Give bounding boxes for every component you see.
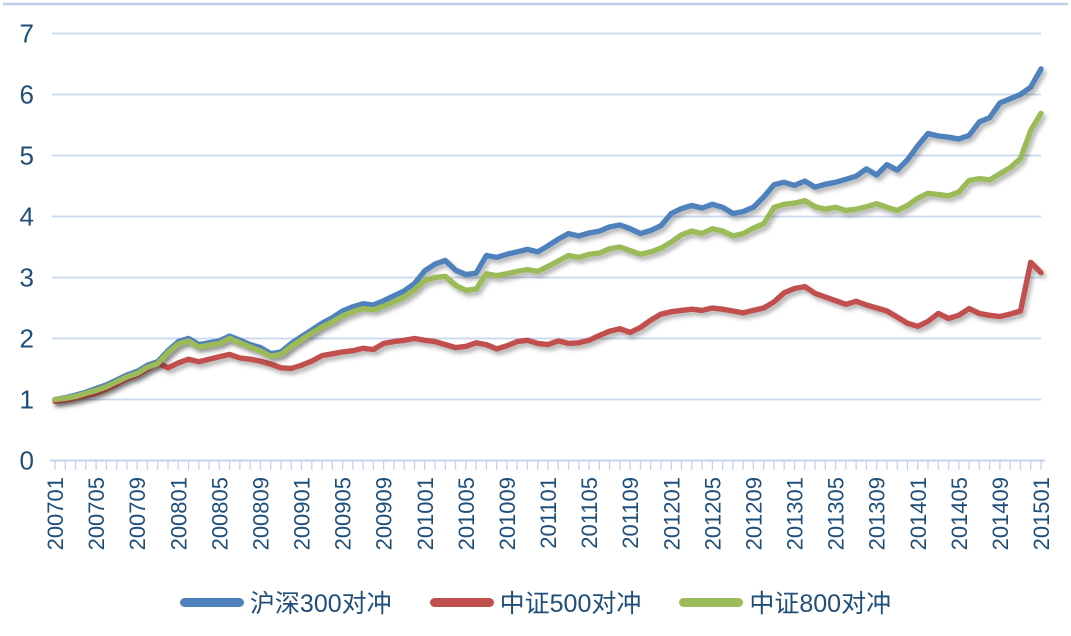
legend-label-csi800-hedge: 中证800对冲 [749,590,892,618]
x-axis-label-201101: 201101 [536,477,561,549]
x-axis-label-200701: 200701 [43,477,68,550]
y-axis-label-6: 6 [20,79,34,109]
x-axis-label-201005: 201005 [454,477,479,550]
series-line-csi800-hedge [52,110,1044,403]
x-axis-label-201001: 201001 [413,477,438,550]
y-axis-label-4: 4 [20,201,34,231]
y-axis-label-1: 1 [20,384,34,414]
series-line-hs300-hedge [52,66,1044,403]
x-axis-label-201405: 201405 [947,477,972,550]
y-axis-label-0: 0 [20,445,34,475]
x-axis-label-201301: 201301 [783,477,808,550]
x-axis-label-201109: 201109 [618,477,643,549]
legend-label-hs300-hedge: 沪深300对冲 [249,590,392,618]
x-axis-ticks [54,461,1042,470]
legend-swatch-hs300-hedge [179,597,244,607]
y-gridlines [52,32,1041,401]
series-line-csi500-hedge [52,259,1044,404]
x-axis-label-201009: 201009 [495,477,520,550]
x-axis-label-201105: 201105 [577,477,602,549]
x-axis-label-200705: 200705 [84,477,109,550]
legend-item-hs300-hedge: 沪深300对冲 [179,584,392,620]
x-axis-label-201401: 201401 [906,477,931,550]
x-axis-label-201205: 201205 [700,477,725,550]
x-axis-label-200801: 200801 [166,477,191,550]
legend-label-csi500-hedge: 中证500对冲 [499,590,642,618]
x-axis-label-200805: 200805 [207,477,232,550]
y-axis-label-7: 7 [20,18,34,48]
y-axis-label-3: 3 [20,262,34,292]
x-axis-label-201201: 201201 [659,477,684,550]
x-axis-labels: 200701 200705 200709 200801 200805 200809 2009… [43,477,1054,550]
y-axis-label-5: 5 [20,140,34,170]
legend-swatch-csi800-hedge [679,597,744,607]
x-axis-label-200909: 200909 [372,477,397,550]
x-axis-label-200809: 200809 [248,477,273,550]
x-axis-label-200905: 200905 [331,477,356,550]
x-axis-label-201309: 201309 [865,477,890,550]
x-axis-label-201409: 201409 [988,477,1013,550]
y-axis-labels: 0 1 2 3 4 5 6 7 [20,18,34,475]
x-axis-label-201501: 201501 [1029,477,1054,550]
x-axis-label-201209: 201209 [741,477,766,550]
x-axis-label-200709: 200709 [125,477,150,550]
y-axis-label-2: 2 [20,323,34,353]
legend-item-csi500-hedge: 中证500对冲 [429,584,642,620]
legend-item-csi800-hedge: 中证800对冲 [679,584,891,620]
legend-swatch-csi500-hedge [429,597,494,607]
x-axis-label-201305: 201305 [824,477,849,550]
x-axis-label-200901: 200901 [290,477,315,550]
chart-legend: 沪深300对冲 中证500对冲 中证800对冲 [0,584,1071,620]
